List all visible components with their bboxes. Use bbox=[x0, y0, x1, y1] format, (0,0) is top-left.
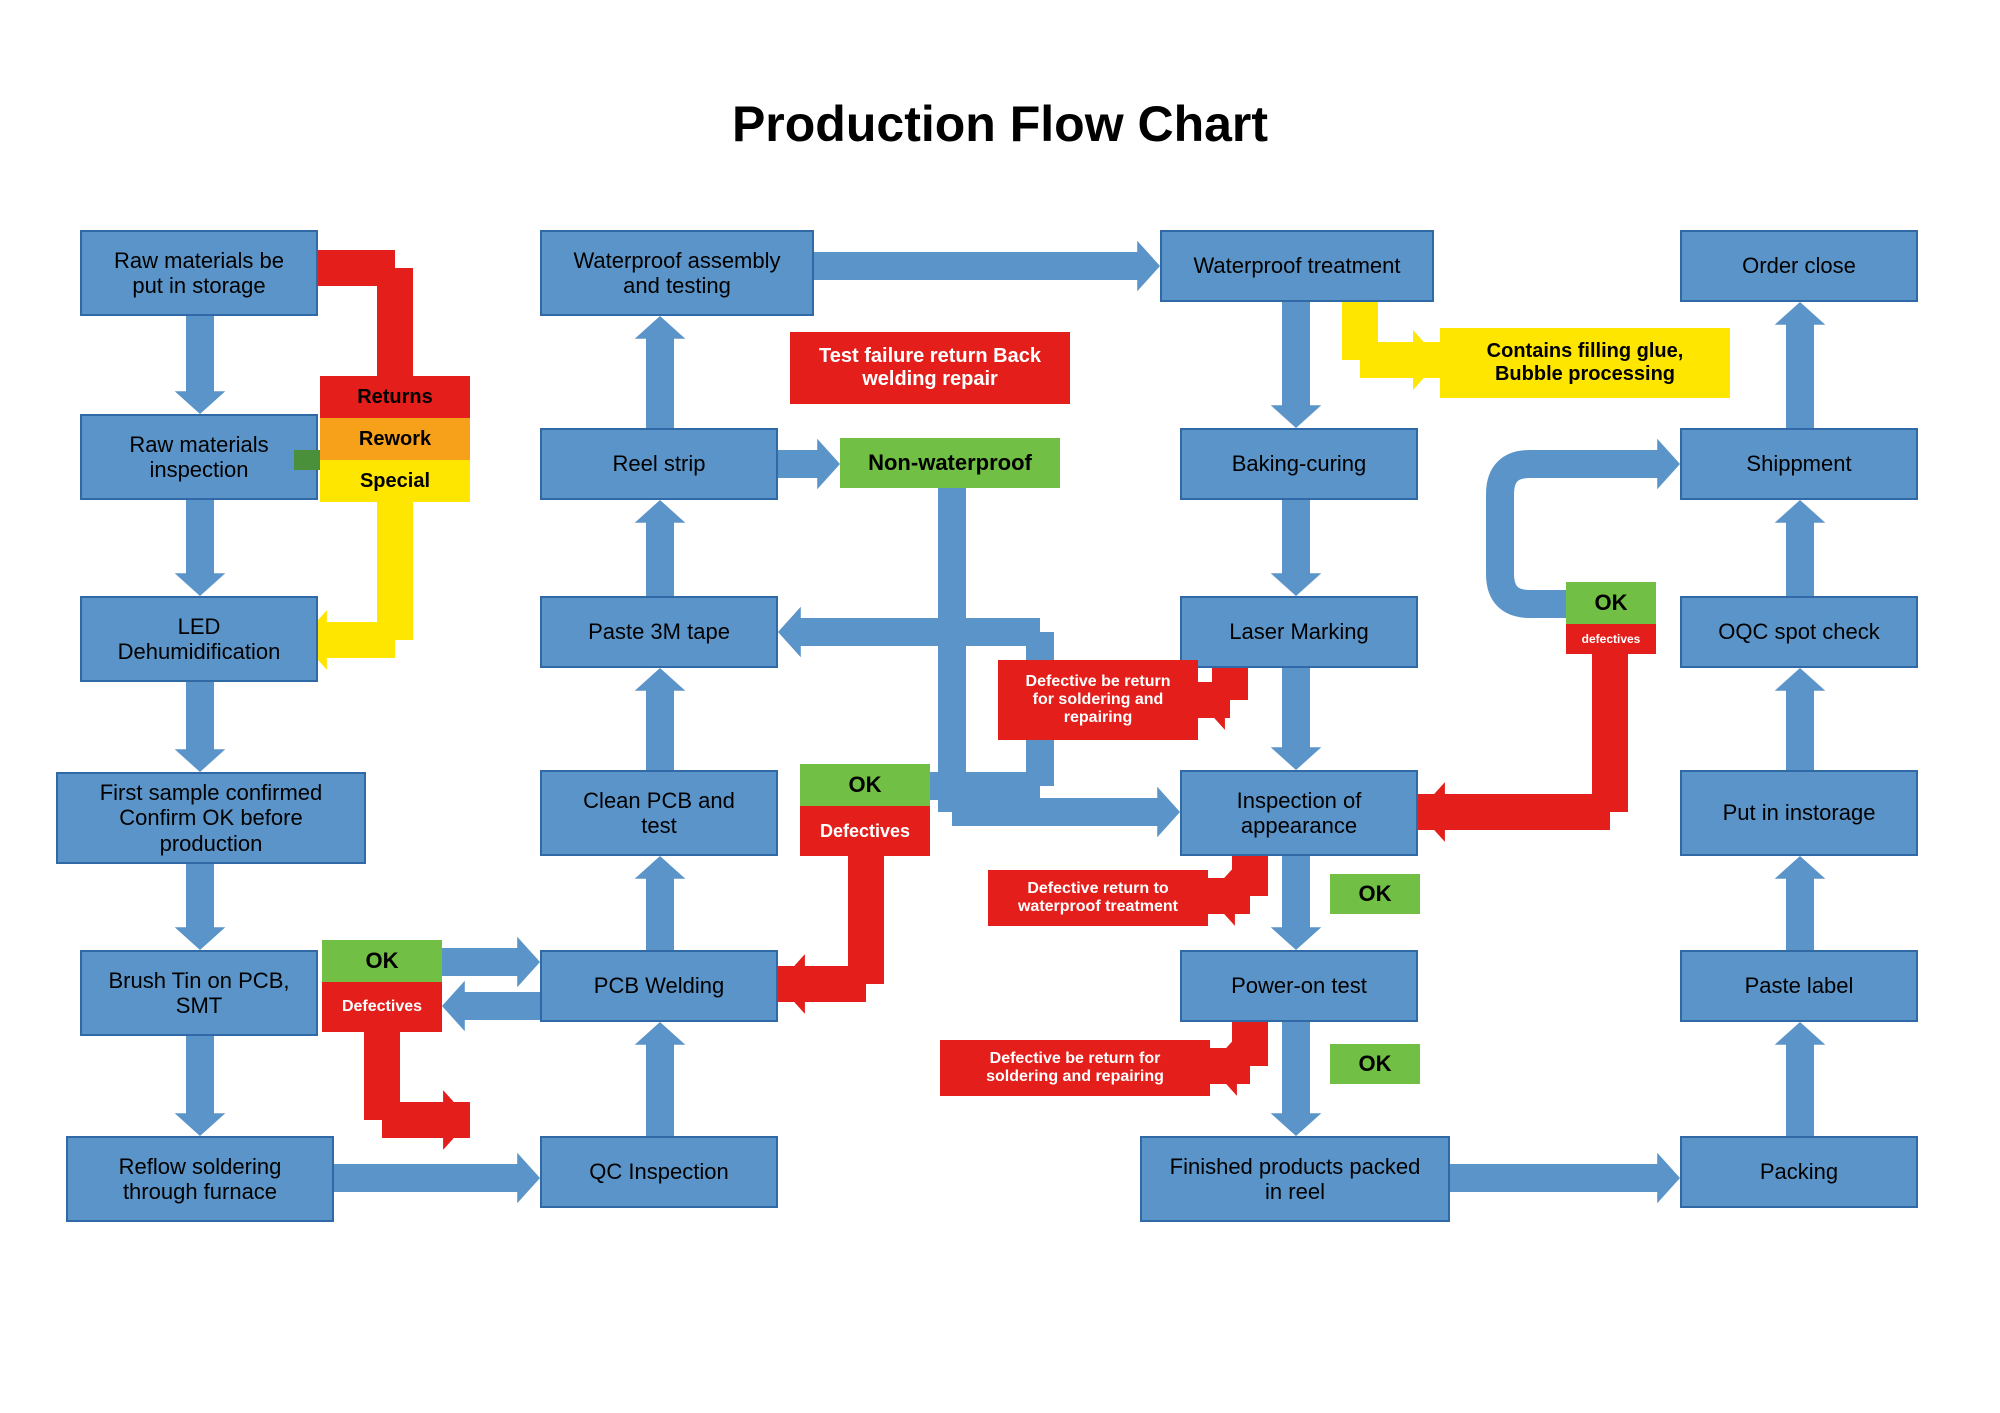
label-def-oqc: defectives bbox=[1566, 624, 1656, 654]
node-shipment: Shippment bbox=[1680, 428, 1918, 500]
node-led-dehum: LEDDehumidification bbox=[80, 596, 318, 682]
node-brush-tin: Brush Tin on PCB,SMT bbox=[80, 950, 318, 1036]
node-reel-strip: Reel strip bbox=[540, 428, 778, 500]
node-packing: Packing bbox=[1680, 1136, 1918, 1208]
label-legend-special: Special bbox=[320, 460, 470, 502]
node-wp-treat: Waterproof treatment bbox=[1160, 230, 1434, 302]
label-ok-insp: OK bbox=[1330, 874, 1420, 914]
node-laser-mark: Laser Marking bbox=[1180, 596, 1418, 668]
node-clean-pcb: Clean PCB andtest bbox=[540, 770, 778, 856]
node-oqc: OQC spot check bbox=[1680, 596, 1918, 668]
node-paste-label: Paste label bbox=[1680, 950, 1918, 1022]
node-paste-3m: Paste 3M tape bbox=[540, 596, 778, 668]
label-glue: Contains filling glue,Bubble processing bbox=[1440, 328, 1730, 398]
node-wp-assy: Waterproof assemblyand testing bbox=[540, 230, 814, 316]
node-order-close: Order close bbox=[1680, 230, 1918, 302]
label-def-clean: Defectives bbox=[800, 806, 930, 856]
legend-connector bbox=[294, 450, 320, 470]
node-raw-storage: Raw materials beput in storage bbox=[80, 230, 318, 316]
node-qc-insp: QC Inspection bbox=[540, 1136, 778, 1208]
label-ok-oqc: OK bbox=[1566, 582, 1656, 624]
node-power-on: Power-on test bbox=[1180, 950, 1418, 1022]
node-finished-pack: Finished products packedin reel bbox=[1140, 1136, 1450, 1222]
node-bake-cure: Baking-curing bbox=[1180, 428, 1418, 500]
label-legend-returns: Returns bbox=[320, 376, 470, 418]
page-title: Production Flow Chart bbox=[0, 95, 2000, 153]
node-insp-app: Inspection ofappearance bbox=[1180, 770, 1418, 856]
label-ok-qc: OK bbox=[322, 940, 442, 982]
label-legend-rework: Rework bbox=[320, 418, 470, 460]
label-def-solder2: Defective be return forsoldering and rep… bbox=[940, 1040, 1210, 1096]
label-ok-clean: OK bbox=[800, 764, 930, 806]
node-put-storage: Put in instorage bbox=[1680, 770, 1918, 856]
label-def-solder1: Defective be returnfor soldering andrepa… bbox=[998, 660, 1198, 740]
label-def-wp: Defective return towaterproof treatment bbox=[988, 870, 1208, 926]
node-raw-inspect: Raw materialsinspection bbox=[80, 414, 318, 500]
label-test-fail: Test failure return Backwelding repair bbox=[790, 332, 1070, 404]
node-pcb-weld: PCB Welding bbox=[540, 950, 778, 1022]
label-ok-power: OK bbox=[1330, 1044, 1420, 1084]
label-def-qc: Defectives bbox=[322, 982, 442, 1032]
node-first-sample: First sample confirmedConfirm OK before … bbox=[56, 772, 366, 864]
node-reflow: Reflow solderingthrough furnace bbox=[66, 1136, 334, 1222]
label-non-wp: Non-waterproof bbox=[840, 438, 1060, 488]
